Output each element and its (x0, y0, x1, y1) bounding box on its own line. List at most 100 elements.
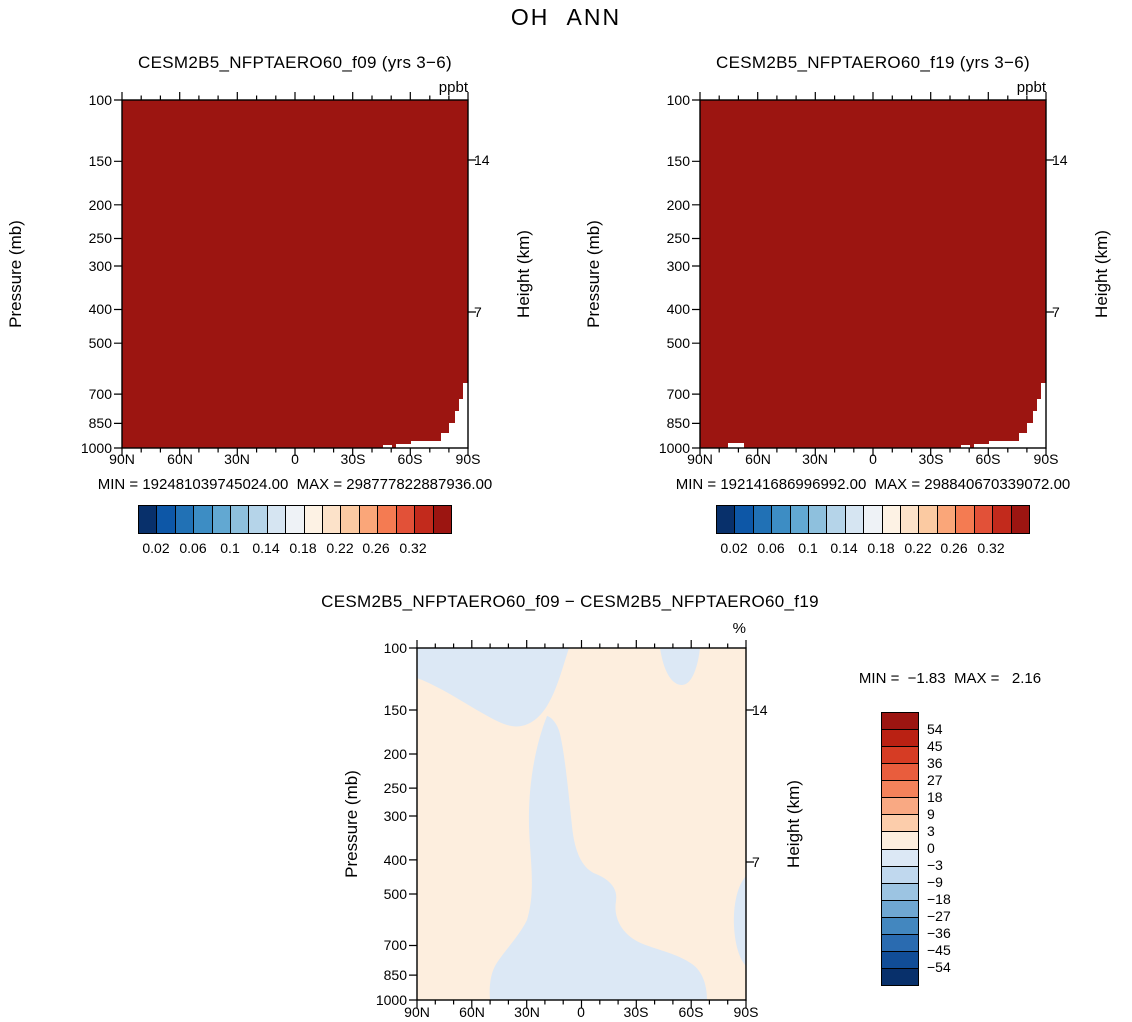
minmax-label: MIN = 192481039745024.00 MAX = 298777822… (97, 476, 493, 493)
terrain-mask-dash-nh (728, 443, 744, 448)
colorbar-segment (194, 506, 213, 533)
height-axis-label: Height (km) (784, 780, 803, 868)
unit-label: % (732, 620, 746, 637)
colorbar-segment (304, 506, 324, 533)
colorbar-segment (341, 506, 360, 533)
colorbar-tick-label: 0.22 (904, 540, 932, 556)
terrain-mask (974, 383, 1046, 448)
colorbar-tick-label: 54 (927, 721, 943, 737)
panel-title: CESM2B5_NFPTAERO60_f09 (yrs 3−6) (138, 53, 452, 72)
colorbar-tick-label: 0.02 (142, 540, 170, 556)
lat-tick-label: 30N (802, 451, 828, 467)
plot-diff (409, 640, 754, 1008)
colorbar-segment (882, 713, 918, 731)
colorbar-tick-label: 0.1 (220, 540, 240, 556)
pressure-tick-label: 100 (88, 92, 112, 108)
pressure-axis-label: Pressure (mb) (342, 770, 361, 878)
lat-tick-label: 60N (167, 451, 193, 467)
lat-tick-label: 30N (224, 451, 250, 467)
colorbar-tick-label: 0.18 (289, 540, 317, 556)
colorbar-tick-label: −45 (927, 942, 951, 958)
colorbar-segment (433, 506, 451, 533)
colorbar-tick-label: 27 (927, 772, 943, 788)
height-tick-label: 7 (752, 854, 760, 870)
panel-title: CESM2B5_NFPTAERO60_f19 (yrs 3−6) (716, 53, 1030, 72)
colorbar-segment (993, 506, 1012, 533)
pressure-tick-label: 100 (383, 640, 407, 656)
pressure-tick-label: 1000 (658, 440, 690, 456)
colorbar-segment (249, 506, 268, 533)
colorbar-segment (267, 506, 287, 533)
height-tick-label: 14 (752, 702, 768, 718)
colorbar-segment (396, 506, 416, 533)
lat-tick-label: 60N (745, 451, 771, 467)
colorbar-f19 (716, 505, 1030, 534)
colorbar-segment (974, 506, 994, 533)
pressure-tick-label: 850 (383, 967, 407, 983)
colorbar-segment (882, 883, 918, 901)
lat-tick-label: 90N (404, 1004, 430, 1020)
colorbar-segment (359, 506, 379, 533)
lat-tick-label: 60S (397, 451, 423, 467)
pressure-tick-label: 500 (383, 886, 407, 902)
pressure-tick-label: 250 (88, 230, 112, 246)
height-tick-label: 14 (474, 152, 490, 168)
terrain-mask-dash (961, 445, 970, 448)
lat-tick-label: 90S (1033, 451, 1059, 467)
colorbar-tick-label: 0.1 (798, 540, 818, 556)
height-tick-label: 7 (1052, 304, 1060, 320)
pressure-tick-label: 1000 (375, 992, 407, 1008)
pressure-axis-label: Pressure (mb) (6, 220, 25, 328)
pressure-tick-label: 150 (88, 153, 112, 169)
colorbar-segment (378, 506, 397, 533)
colorbar-tick-label: 0.06 (757, 540, 785, 556)
colorbar-tick-label: 0.32 (399, 540, 427, 556)
colorbar-tick-label: 0.26 (940, 540, 968, 556)
pressure-tick-label: 300 (666, 258, 690, 274)
colorbar-segment (717, 506, 736, 533)
colorbar-segment (139, 506, 158, 533)
pressure-tick-label: 200 (383, 746, 407, 762)
height-axis-label: Height (km) (514, 230, 533, 318)
lat-tick-label: 60S (678, 1004, 704, 1020)
colorbar-f09 (138, 505, 452, 534)
pressure-tick-label: 400 (383, 852, 407, 868)
pressure-tick-label: 100 (666, 92, 690, 108)
colorbar-segment (956, 506, 975, 533)
colorbar-segment (882, 730, 918, 748)
height-tick-label: 7 (474, 304, 482, 320)
pressure-tick-label: 700 (88, 386, 112, 402)
pressure-tick-label: 300 (88, 258, 112, 274)
lat-tick-label: 60N (459, 1004, 485, 1020)
colorbar-tick-label: 0.18 (867, 540, 895, 556)
pressure-tick-label: 300 (383, 808, 407, 824)
colorbar-diff (881, 712, 919, 986)
colorbar-tick-label: 0.14 (252, 540, 280, 556)
height-tick-label: 14 (1052, 152, 1068, 168)
colorbar-segment (864, 506, 883, 533)
negative-blob-top-left (417, 648, 569, 727)
lat-tick-label: 0 (291, 451, 299, 467)
terrain-mask (396, 383, 468, 448)
colorbar-segment (415, 506, 434, 533)
colorbar-segment (882, 815, 918, 833)
pressure-tick-label: 400 (88, 301, 112, 317)
axis-frame (121, 99, 469, 449)
colorbar-tick-label: −9 (927, 874, 943, 890)
panel-title: CESM2B5_NFPTAERO60_f09 − CESM2B5_NFPTAER… (321, 592, 819, 611)
colorbar-tick-label: 0 (927, 840, 935, 856)
colorbar-segment (882, 506, 902, 533)
unit-label: ppbt (1016, 79, 1046, 96)
colorbar-segment (323, 506, 342, 533)
colorbar-segment (882, 747, 918, 765)
tick-marks (114, 92, 476, 456)
colorbar-segment (882, 866, 918, 884)
pressure-axis-label: Pressure (mb) (584, 220, 603, 328)
lat-tick-label: 30S (340, 451, 366, 467)
colorbar-tick-label: −3 (927, 857, 943, 873)
colorbar-segment (882, 917, 918, 935)
colorbar-tick-label: 0.02 (720, 540, 748, 556)
colorbar-segment (882, 798, 918, 816)
figure-title: OH ANN (510, 4, 622, 30)
minmax-label: MIN = −1.83 MAX = 2.16 (858, 670, 1042, 687)
